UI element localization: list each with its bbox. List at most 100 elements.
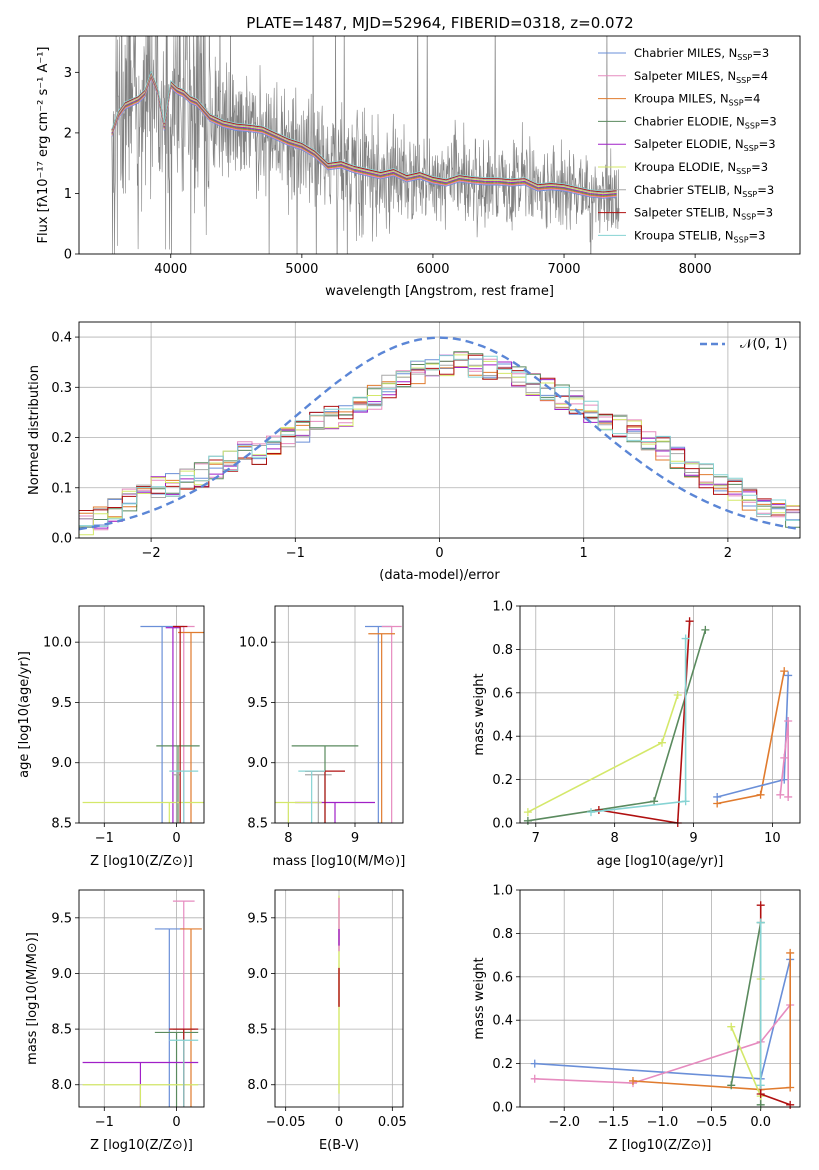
legend-suffix: =3: [751, 160, 768, 174]
mass-weight-marker: [727, 1022, 736, 1031]
mass-weight-marker: [628, 1076, 637, 1085]
legend-suffix: =4: [751, 69, 768, 83]
x-tick-label: 0: [172, 1115, 180, 1130]
x-axis-label: Z [log10(Z/Z⊙)]: [90, 1138, 193, 1153]
mass-weight-marker: [756, 1081, 765, 1090]
mass-weight-marker: [586, 808, 595, 817]
age-Z-panel: −1 0 8.5 9.0 9.5 10.0 Z [log10(Z/Z⊙)] age [log1…: [17, 605, 205, 869]
y-tick-label: 8.5: [247, 1023, 268, 1038]
y-tick-label: 1.0: [492, 884, 513, 899]
mass-weight-marker: [786, 948, 795, 957]
y-tick-label: 0.2: [492, 1057, 513, 1072]
mass-weight-marker: [701, 625, 710, 634]
legend-entry: Salpeter ELODIE, NSSP=3: [634, 137, 776, 153]
histogram-data: [79, 336, 800, 536]
y-tick-label: 8.0: [247, 1078, 268, 1093]
y-tick-label: 0.0: [51, 532, 72, 547]
y-tick-label: 9.0: [247, 756, 268, 771]
y-tick-label: 0.1: [51, 481, 72, 496]
y-tick-label: 0.4: [51, 331, 72, 346]
x-tick-label: 0.0: [750, 1115, 771, 1130]
mass-weight-marker: [776, 790, 785, 799]
y-tick-label: 0.6: [492, 970, 513, 985]
y-tick-label: 0.3: [51, 381, 72, 396]
legend-subscript: SSP: [737, 53, 752, 62]
legend-label: Kroupa ELODIE, N: [634, 160, 736, 174]
y-tick-label: 0.0: [492, 1101, 513, 1116]
legend-label: Salpeter ELODIE, N: [634, 137, 744, 151]
massweight-age-panel: 7 8 9 10 0.0 0.2 0.4 0.6 0.8 1.0 age [log10(age/yr…: [472, 600, 801, 869]
mass-Z-panel: −1 0 8.0 8.5 9.0 9.5 Z [log10(Z/Z⊙)] mass [log1…: [25, 889, 205, 1153]
legend-suffix: =3: [752, 46, 769, 60]
mass-weight-marker: [784, 671, 793, 680]
y-axis-label: mass [log10(M/M⊙)]: [25, 932, 40, 1065]
x-axis-label: Z [log10(Z/Z⊙)]: [609, 1138, 712, 1153]
mass-weight-marker: [756, 790, 765, 799]
y-tick-label: 10.0: [43, 636, 72, 651]
legend-entry: Salpeter MILES, NSSP=4: [634, 69, 768, 85]
x-tick-label: −1: [95, 1115, 114, 1130]
normal-curve: [79, 336, 800, 531]
x-tick-label: −0.5: [696, 1115, 728, 1130]
histogram-step: [79, 355, 800, 527]
mass-weight-marker: [786, 1083, 795, 1092]
mass-weight-line: [590, 638, 687, 813]
x-tick-label: 0: [335, 1115, 343, 1130]
legend-suffix: =3: [759, 137, 776, 151]
y-axis-label: mass weight: [472, 957, 487, 1039]
x-tick-label: 9: [351, 831, 359, 846]
x-tick-label: 0.05: [378, 1115, 407, 1130]
legend-entry: Kroupa ELODIE, NSSP=3: [634, 160, 768, 176]
mass-weight-marker: [784, 792, 793, 801]
x-axis-label: E(B-V): [319, 1138, 359, 1153]
mass-weight-marker: [673, 690, 682, 699]
x-tick-label: 8: [611, 831, 619, 846]
legend-suffix: =3: [757, 183, 774, 197]
y-tick-label: 8.0: [51, 1078, 72, 1093]
mass-weight-marker: [657, 738, 666, 747]
y-tick-label: 0.4: [492, 730, 513, 745]
legend-suffix: =3: [756, 206, 773, 220]
mass-weight-line: [527, 694, 679, 813]
y-tick-label: 0.2: [492, 773, 513, 788]
legend-entry: Kroupa STELIB, NSSP=3: [634, 228, 765, 244]
y-tick-label: 0.0: [492, 817, 513, 832]
mass-weight-marker: [685, 617, 694, 626]
y-axis-label: Flux [fλ10⁻¹⁷ erg cm⁻² s⁻¹ A⁻¹]: [36, 47, 51, 244]
y-tick-label: 9.5: [51, 911, 72, 926]
y-axis-label: age [log10(age/yr)]: [17, 651, 32, 778]
legend-suffix: =3: [760, 114, 777, 128]
legend-label: Salpeter MILES, N: [634, 69, 736, 83]
legend-subscript: SSP: [742, 190, 757, 199]
legend-subscript: SSP: [729, 99, 744, 108]
y-tick-label: 8.5: [51, 1023, 72, 1038]
legend-label: Chabrier STELIB, N: [634, 183, 742, 197]
mass-ebv-panel: −0.05 0 0.05 8.0 8.5 9.0 9.5 E(B-V): [247, 889, 407, 1153]
y-tick-label: 0.8: [492, 927, 513, 942]
y-tick-label: 10.0: [239, 636, 268, 651]
mass-weight-marker: [594, 805, 603, 814]
mass-weight-marker: [756, 1100, 765, 1109]
x-tick-label: 8: [284, 831, 292, 846]
axes-frame: [274, 605, 404, 824]
legend-label: Salpeter STELIB, N: [634, 206, 741, 220]
y-tick-label: 8.5: [247, 817, 268, 832]
model-fit-line: [111, 70, 617, 192]
mass-weight-marker: [523, 808, 532, 817]
legend-label: Chabrier ELODIE, N: [634, 114, 745, 128]
legend-entry: Chabrier ELODIE, NSSP=3: [634, 114, 777, 130]
x-tick-label: −2.0: [548, 1115, 580, 1130]
y-tick-label: 9.5: [51, 696, 72, 711]
x-axis-label: wavelength [Angstrom, rest frame]: [325, 284, 554, 299]
massweight-age-data: [523, 617, 793, 827]
spectrum-data: [111, 36, 620, 254]
mass-weight-line: [759, 905, 791, 1106]
age-Z-data: [82, 625, 204, 823]
figure-title: PLATE=1487, MJD=52964, FIBERID=0318, z=0…: [246, 14, 633, 32]
axes-frame: [78, 321, 801, 539]
mass-weight-line: [779, 720, 789, 797]
x-tick-label: 6000: [416, 262, 449, 277]
mass-weight-marker: [681, 797, 690, 806]
x-tick-label: 8000: [679, 262, 712, 277]
